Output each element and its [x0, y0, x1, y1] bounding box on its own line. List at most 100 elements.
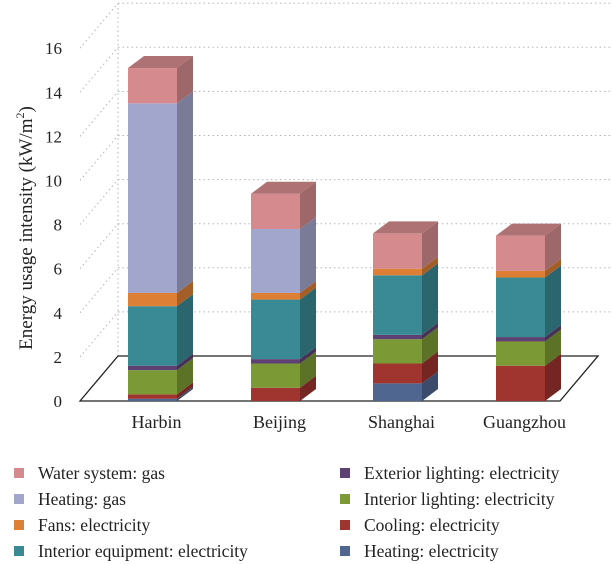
bar-segment: [373, 268, 422, 276]
bar-segment: [251, 292, 300, 300]
y-tick-label: 4: [54, 304, 63, 323]
legend-swatch: [14, 546, 24, 556]
bar-segment: [496, 270, 545, 278]
gridline-side: [79, 223, 119, 270]
bar-segment: [373, 339, 422, 364]
y-axis-label: Energy usage intensity (kW/m2): [13, 106, 37, 350]
legend-label: Heating: electricity: [364, 540, 499, 561]
legend-label: Interior equipment: electricity: [38, 540, 248, 561]
bar-segment-side: [177, 386, 193, 401]
bar-segment: [373, 233, 422, 269]
legend-swatch: [14, 520, 24, 530]
bar-segment: [373, 334, 422, 340]
bar-segment-side: [300, 347, 316, 364]
legend-label: Heating: gas: [38, 488, 126, 509]
bar-segment: [251, 299, 300, 360]
bar-segment-side: [300, 351, 316, 388]
legend-item: Fans: electricity: [14, 514, 150, 536]
legend-swatch: [340, 468, 350, 478]
bar-segment: [251, 363, 300, 388]
bar-segment-side: [545, 265, 561, 338]
bar-segment-side: [545, 325, 561, 342]
bar-segment-side: [300, 375, 316, 401]
bar-segment: [251, 359, 300, 364]
bar-segment: [251, 387, 300, 401]
y-tick-label: 10: [45, 172, 62, 191]
bar-segment-side: [177, 91, 193, 293]
x-tick-label: Guangzhou: [483, 412, 566, 432]
bar-segment: [373, 363, 422, 384]
legend-swatch: [14, 468, 24, 478]
gridline-side: [79, 267, 119, 314]
legend-item: Cooling: electricity: [340, 514, 500, 536]
bar-segment: [128, 365, 177, 371]
legend-item: Interior equipment: electricity: [14, 540, 248, 562]
bar-segment-side: [422, 327, 438, 364]
y-tick-label: 6: [54, 260, 63, 279]
gridline-side: [79, 311, 119, 358]
bar-segment-side: [300, 181, 316, 230]
bar-top: [496, 223, 561, 236]
bar-segment: [128, 370, 177, 395]
bar-segment: [496, 365, 545, 401]
bar-segment: [373, 275, 422, 335]
legend-item: Interior lighting: electricity: [340, 488, 555, 510]
bar-top: [251, 181, 316, 194]
gridline-side: [79, 91, 119, 137]
legend-swatch: [340, 494, 350, 504]
legend-label: Exterior lighting: electricity: [364, 462, 560, 483]
legend-swatch: [14, 494, 24, 504]
bar-segment-side: [177, 294, 193, 366]
legend-item: Heating: gas: [14, 488, 126, 510]
y-tick-label: 14: [45, 83, 63, 102]
bar-top: [373, 221, 438, 234]
legend-item: Heating: electricity: [340, 540, 499, 562]
bar-segment-side: [422, 322, 438, 340]
bar-segment-side: [177, 382, 193, 399]
bar-segment: [128, 398, 177, 401]
gridline-side: [79, 2, 119, 49]
bar-segment-side: [422, 263, 438, 335]
legend-label: Cooling: electricity: [364, 514, 500, 535]
bar-segment-side: [177, 358, 193, 395]
stacked-bar-chart: 0 2 4 6 8 10 12 14 16 Energy usage intensity (kW/…: [13, 2, 612, 432]
bar-segment: [128, 394, 177, 399]
legend-swatch: [340, 546, 350, 556]
y-tick-label: 12: [45, 127, 62, 146]
bar-segment-side: [422, 351, 438, 384]
bar-segment-side: [177, 56, 193, 104]
y-tick-label: 0: [54, 392, 63, 411]
legend-item: Exterior lighting: electricity: [340, 462, 559, 484]
bar-segment-side: [177, 353, 193, 371]
bar-segment-side: [545, 223, 561, 271]
bar-segment: [128, 306, 177, 366]
y-tick-label: 16: [45, 39, 62, 58]
legend-swatch: [340, 520, 350, 530]
bar-segment: [496, 235, 545, 271]
gridline-side: [79, 46, 119, 93]
bar-segment-side: [422, 221, 438, 269]
bar-top: [128, 56, 193, 69]
y-tick-label: 2: [54, 348, 63, 367]
bar-segment: [496, 337, 545, 342]
bar-segment: [496, 277, 545, 338]
bar-segment-side: [177, 280, 193, 307]
bar-segment: [496, 341, 545, 366]
bar-segment-side: [422, 256, 438, 276]
bar-segment-side: [300, 280, 316, 300]
y-tick-label: 8: [54, 216, 63, 235]
legend-label: Fans: electricity: [38, 514, 151, 535]
chart-legend: Water system: gas Exterior lighting: elec…: [0, 458, 612, 564]
bar-segment: [251, 193, 300, 230]
legend-label: Interior lighting: electricity: [364, 488, 555, 509]
legend-item: Water system: gas: [14, 462, 165, 484]
bar-segment-side: [300, 287, 316, 360]
bar-segment-side: [422, 371, 438, 401]
gridline-side: [79, 179, 119, 225]
bar-segment: [373, 383, 422, 401]
bar-segment-side: [545, 329, 561, 366]
bar-segment-side: [545, 258, 561, 278]
bar-segment: [128, 292, 177, 307]
x-tick-label: Beijing: [253, 412, 306, 432]
bar-segment: [128, 103, 177, 293]
